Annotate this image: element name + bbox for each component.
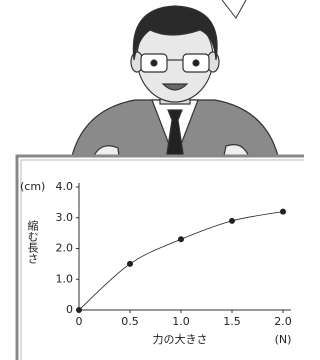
y-tick-label: 2.0 [56,242,74,255]
speech-bubble [222,0,246,18]
x-axis-label: 力の大きさ [153,332,208,346]
y-axis-label: 縮む長さ [26,219,39,264]
y-tick-label: 1.0 [56,272,74,285]
x-tick-label: 0 [76,315,83,328]
x-tick-label: 0.5 [121,315,139,328]
x-unit: (N) [275,333,292,346]
x-tick-label: 2.0 [274,315,292,328]
y-tick-label: 0 [66,303,73,316]
y-tick-label: 4.0 [56,180,74,193]
scene: (cm) 縮む長さ 力の大きさ (N) 0 1.0 2.0 3.0 4.0 0 0.5 1.0… [0,0,304,360]
x-tick-label: 1.0 [172,315,190,328]
data-point [229,218,235,224]
data-point [280,209,286,215]
character [70,6,280,168]
x-tick-label: 1.5 [223,315,241,328]
data-point [127,261,133,267]
y-tick-label: 3.0 [56,211,74,224]
y-unit: (cm) [20,180,45,193]
data-point [178,236,184,242]
data-point [76,307,82,313]
